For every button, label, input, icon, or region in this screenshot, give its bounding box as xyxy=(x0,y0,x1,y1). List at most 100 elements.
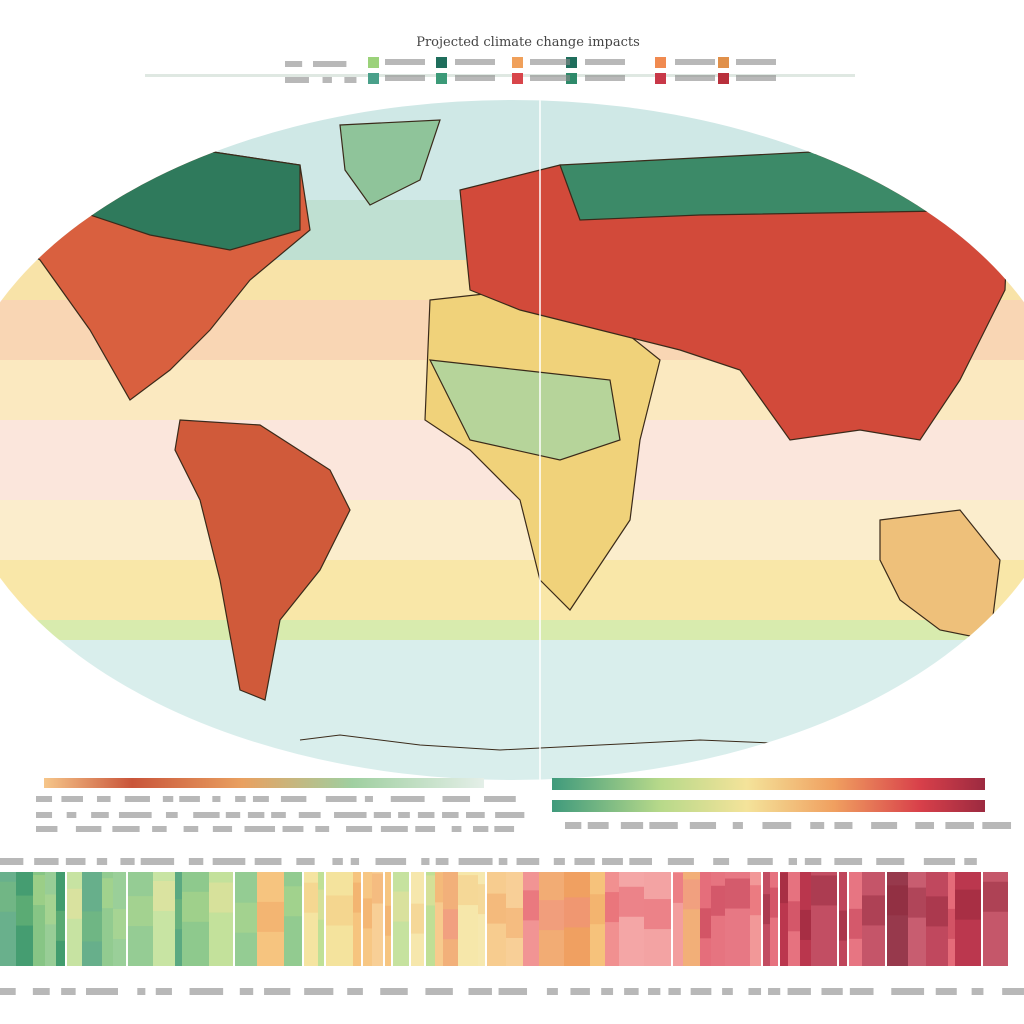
glyph-run xyxy=(380,826,408,832)
glyph-run xyxy=(574,858,595,865)
glyph-run xyxy=(713,858,730,865)
glyph-run xyxy=(0,988,16,995)
glyph-run xyxy=(421,858,430,865)
glyph-run xyxy=(451,826,462,832)
strip xyxy=(0,872,16,966)
color-scale xyxy=(552,800,985,812)
strip xyxy=(182,872,209,966)
glyph-run xyxy=(442,812,459,818)
strip-shade xyxy=(644,899,671,930)
glyph-run xyxy=(747,858,773,865)
glyph-run xyxy=(516,858,540,865)
strip-shade xyxy=(318,889,324,920)
glyph-run xyxy=(315,826,330,832)
strip xyxy=(257,872,284,966)
glyph-run xyxy=(585,75,625,81)
strip xyxy=(443,872,458,966)
strip-shade xyxy=(948,908,955,939)
glyph-run xyxy=(732,822,743,829)
glyph-run xyxy=(834,822,853,829)
glyph-run xyxy=(96,796,111,802)
glyph-run xyxy=(871,822,898,829)
strip-shade xyxy=(478,884,485,915)
glyph-run xyxy=(325,796,357,802)
strip-shade xyxy=(788,901,800,932)
glyph-run xyxy=(124,796,150,802)
strip-shade xyxy=(182,891,209,922)
glyph-run xyxy=(624,988,639,995)
strip xyxy=(478,872,485,966)
legend xyxy=(368,57,729,84)
strip xyxy=(304,872,318,966)
strip xyxy=(372,872,383,966)
strip xyxy=(948,872,955,966)
glyph-run xyxy=(810,822,825,829)
strip-shade xyxy=(780,873,788,904)
color-scale xyxy=(552,778,985,790)
strip-shade xyxy=(539,900,564,931)
color-scale xyxy=(44,778,484,788)
glyph-run xyxy=(65,858,86,865)
glyph-run xyxy=(235,796,246,802)
glyph-run xyxy=(629,858,653,865)
strip xyxy=(506,872,523,966)
glyph-run xyxy=(212,796,221,802)
glyph-run xyxy=(804,858,822,865)
glyph-run xyxy=(788,858,798,865)
map-area xyxy=(0,100,1024,780)
glyph-run xyxy=(915,822,935,829)
strip xyxy=(411,872,424,966)
strip-shade xyxy=(284,886,302,917)
strip-shade xyxy=(839,910,847,941)
strip xyxy=(45,872,56,966)
strip-shade xyxy=(0,881,16,912)
strip xyxy=(926,872,948,966)
glyph-run xyxy=(834,858,863,865)
glyph-run xyxy=(344,77,357,83)
glyph-run xyxy=(602,858,623,865)
strip-shade xyxy=(235,902,257,933)
glyph-run xyxy=(585,59,625,65)
strip xyxy=(770,872,778,966)
glyph-run xyxy=(415,826,436,832)
strip xyxy=(102,872,113,966)
strip-shade xyxy=(673,872,683,903)
strip xyxy=(353,872,361,966)
glyph-run xyxy=(484,796,516,802)
strip-shade xyxy=(887,885,908,916)
strip xyxy=(590,872,605,966)
glyph-run xyxy=(282,826,304,832)
glyph-run xyxy=(225,812,241,818)
glyph-run xyxy=(271,812,286,818)
strip-shade xyxy=(435,872,443,903)
glyph-run xyxy=(768,988,781,995)
glyph-run xyxy=(675,75,715,81)
glyph-run xyxy=(923,858,956,865)
illegible-labels xyxy=(0,59,1024,995)
strip-shade xyxy=(82,911,102,942)
strip xyxy=(128,872,153,966)
glyph-run xyxy=(212,858,246,865)
strip-shade xyxy=(153,880,175,911)
strip-shade xyxy=(811,875,837,906)
strip-shade xyxy=(304,882,318,913)
strip-shade xyxy=(363,898,372,929)
glyph-run xyxy=(690,988,712,995)
strip xyxy=(487,872,506,966)
strip-shade xyxy=(763,894,770,925)
strip-shade xyxy=(33,875,45,906)
strip-shade xyxy=(908,887,926,918)
glyph-run xyxy=(252,796,269,802)
glyph-run xyxy=(689,822,717,829)
strip xyxy=(983,872,1008,966)
strip-shade xyxy=(770,887,778,918)
glyph-run xyxy=(188,858,204,865)
strip-shade xyxy=(353,882,361,913)
strip xyxy=(644,872,671,966)
glyph-run xyxy=(425,988,453,995)
glyph-run xyxy=(495,812,525,818)
glyph-run xyxy=(212,826,233,832)
strip-shade xyxy=(523,890,539,921)
strip-shade xyxy=(45,894,56,925)
strip xyxy=(700,872,711,966)
